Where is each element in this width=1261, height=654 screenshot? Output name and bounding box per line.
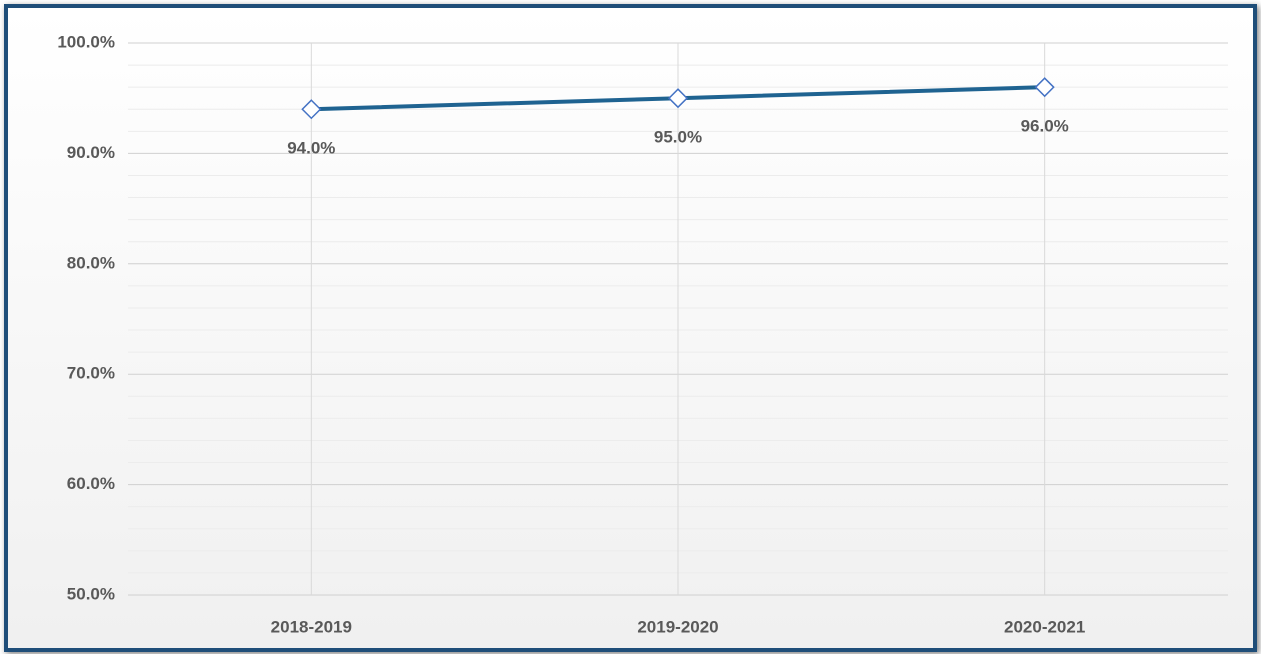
x-tick-label: 2018-2019: [271, 617, 352, 636]
y-tick-label: 70.0%: [67, 364, 115, 383]
data-label: 96.0%: [1021, 117, 1069, 136]
marker: [1034, 77, 1055, 98]
y-tick-label: 60.0%: [67, 474, 115, 493]
x-tick-label: 2019-2020: [637, 617, 718, 636]
y-tick-label: 100.0%: [57, 32, 115, 51]
y-tick-label: 50.0%: [67, 584, 115, 603]
marker: [667, 88, 689, 109]
marker: [301, 99, 322, 120]
data-label: 95.0%: [654, 128, 702, 147]
data-label: 94.0%: [287, 139, 335, 158]
x-tick-label: 2020-2021: [1004, 617, 1085, 636]
y-tick-label: 90.0%: [67, 143, 115, 162]
chart-frame: [4, 4, 1257, 652]
y-tick-label: 80.0%: [67, 253, 115, 272]
